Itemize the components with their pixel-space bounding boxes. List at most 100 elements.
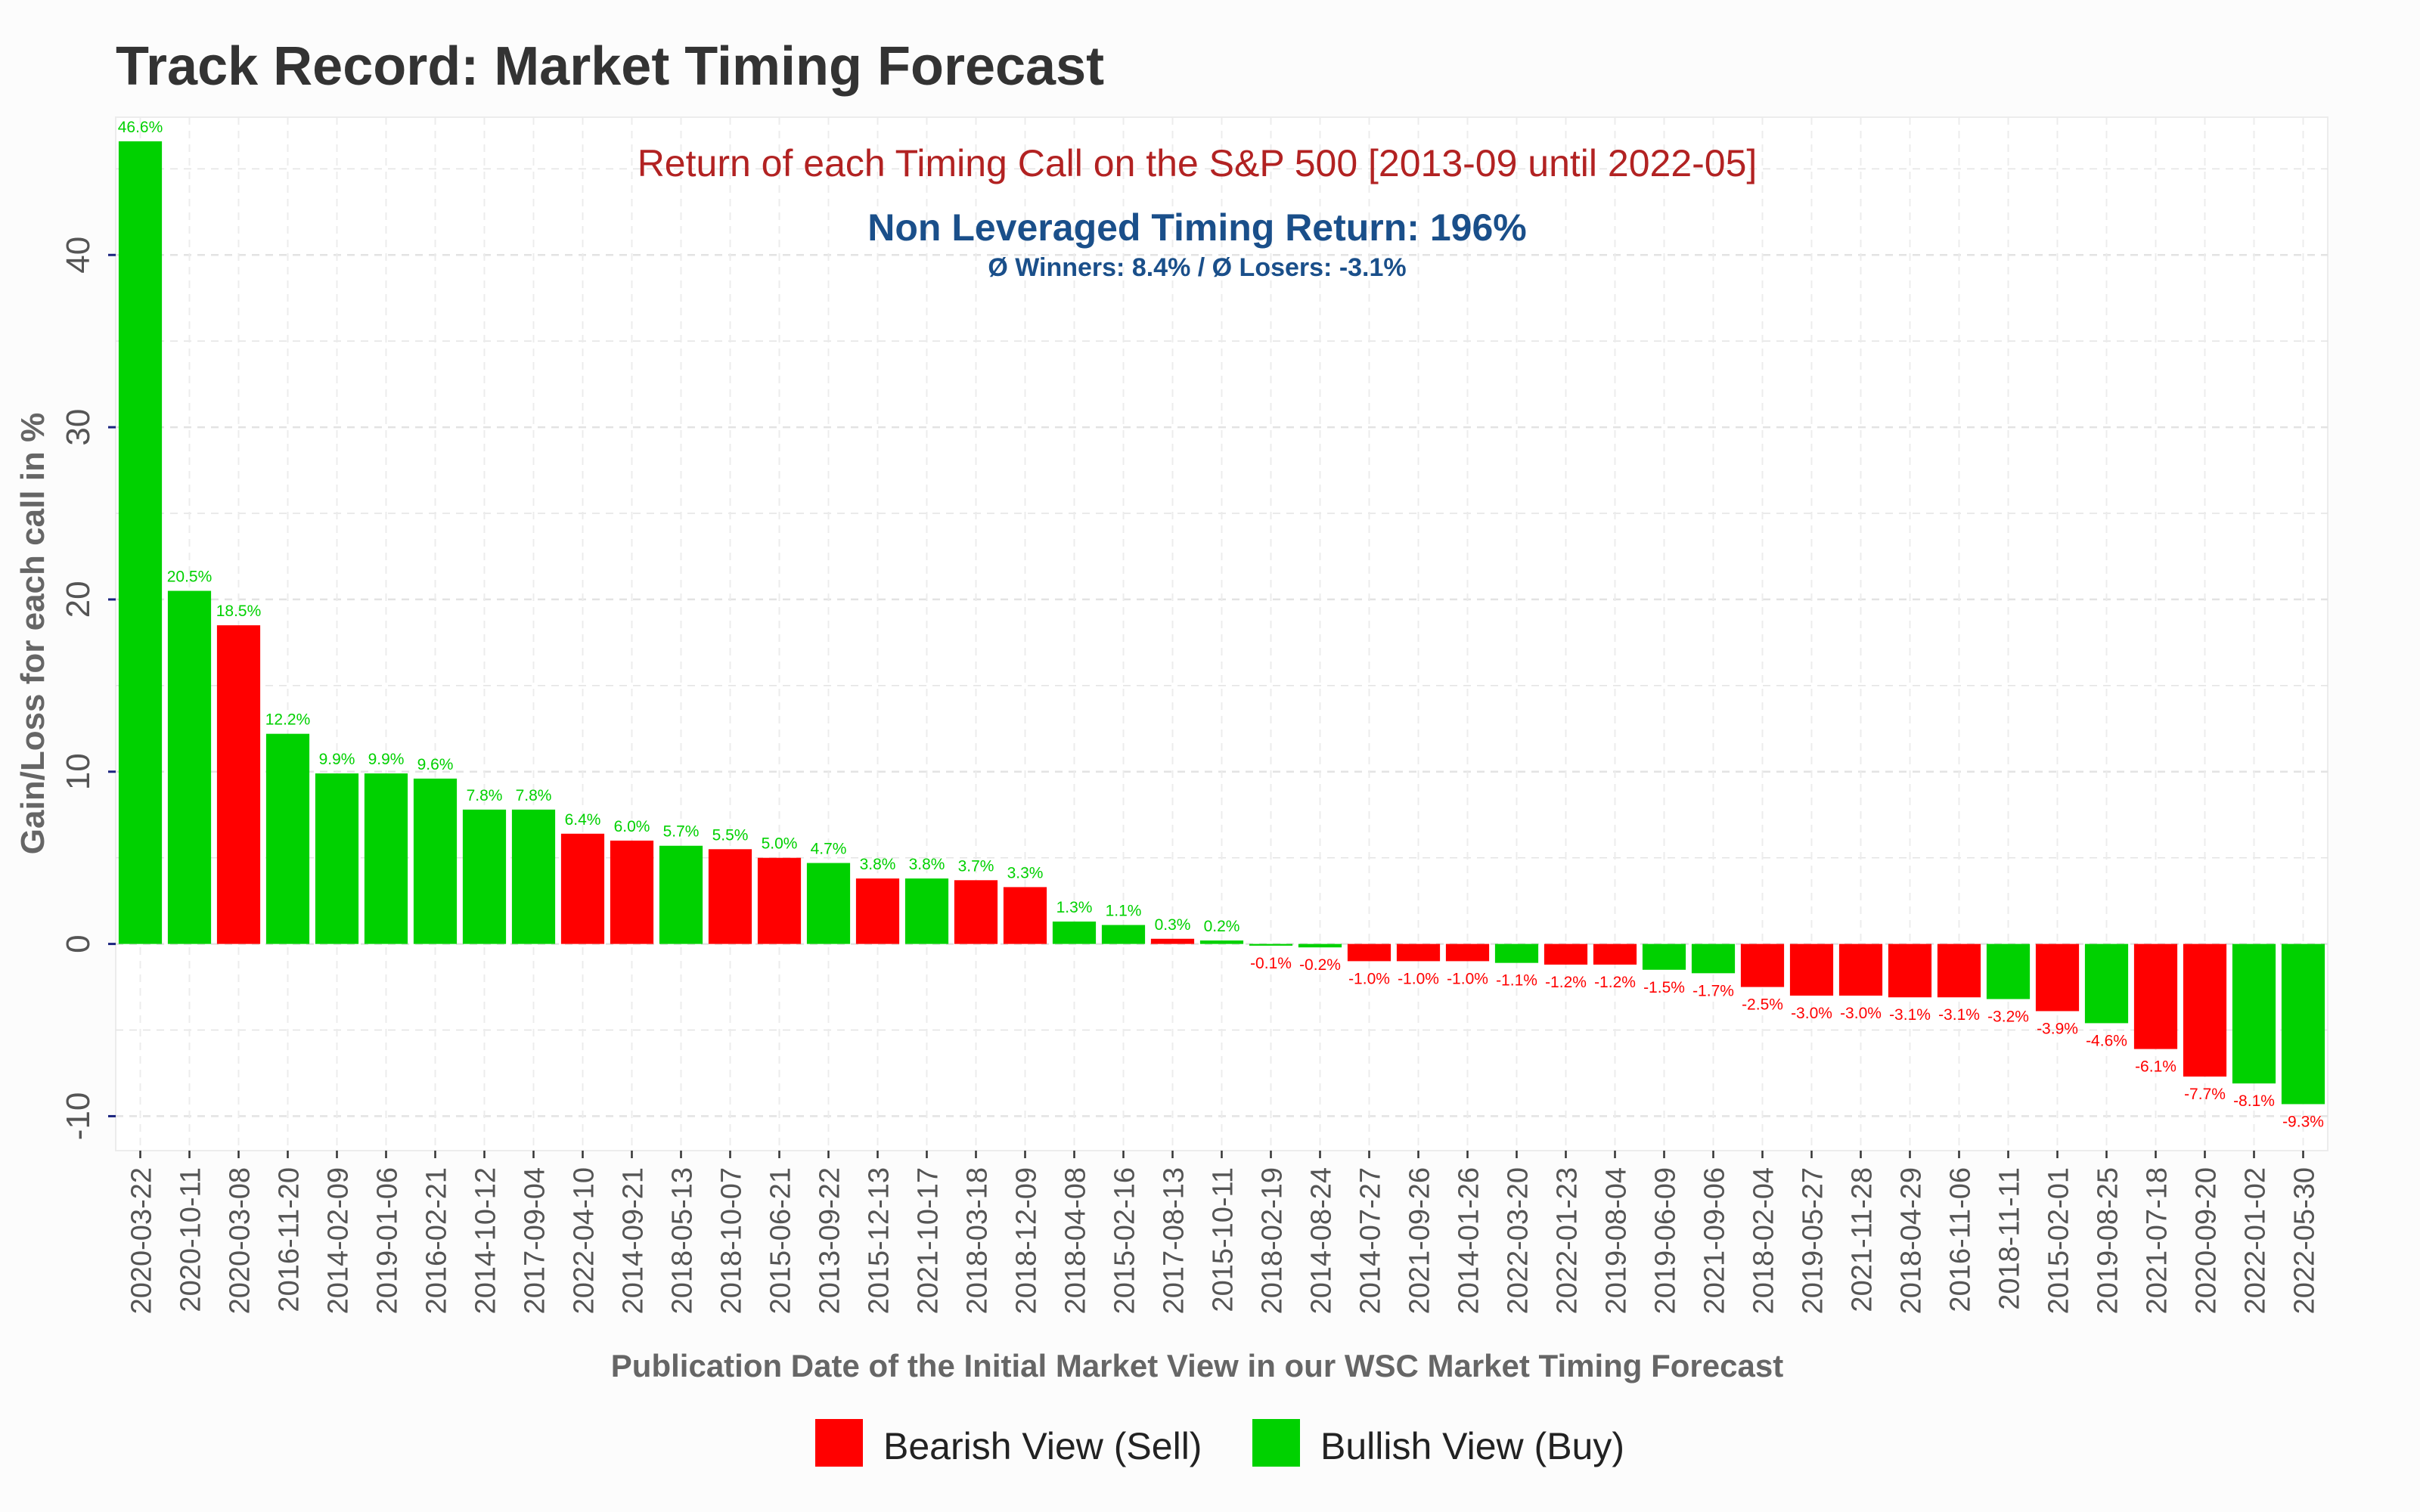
bar-2022-04-10 <box>560 833 605 944</box>
bar-2022-01-02 <box>2232 943 2276 1084</box>
x-tick-label: 2017-09-04 <box>520 1167 551 1314</box>
y-tick-label: -10 <box>60 1092 97 1141</box>
bar-2020-03-08 <box>216 625 261 944</box>
x-tick-label: 2015-02-16 <box>1109 1167 1141 1314</box>
x-tick-label: 2014-09-21 <box>618 1167 650 1314</box>
bar-2021-09-26 <box>1396 943 1441 962</box>
x-tick-label: 2022-05-30 <box>2289 1167 2321 1314</box>
bar-2017-08-13 <box>1150 938 1195 944</box>
data-label: -1.2% <box>1545 974 1587 991</box>
data-label: -1.2% <box>1594 974 1636 991</box>
data-label: 9.6% <box>417 756 454 773</box>
bar-2017-09-04 <box>511 809 556 944</box>
data-label: 6.0% <box>614 818 650 835</box>
x-tick-label: 2018-02-04 <box>1748 1167 1780 1314</box>
data-label: -2.5% <box>1742 996 1783 1014</box>
bar-2014-01-26 <box>1445 943 1490 962</box>
x-tick-label: 2021-09-06 <box>1699 1167 1731 1314</box>
data-label: -3.0% <box>1791 1005 1832 1022</box>
x-tick-label: 2019-08-04 <box>1601 1167 1633 1314</box>
legend-key-bullish <box>1252 1419 1300 1467</box>
bar-2016-11-20 <box>265 733 310 944</box>
bar-2018-11-11 <box>1986 943 2031 999</box>
y-tick-label: 20 <box>60 581 97 618</box>
bar-2019-08-25 <box>2084 943 2129 1024</box>
x-tick-label: 2016-02-21 <box>421 1167 453 1314</box>
summary-return: Non Leveraged Timing Return: 196% <box>867 206 1526 249</box>
bar-2018-02-04 <box>1740 943 1785 987</box>
data-label: -3.1% <box>1938 1006 1980 1024</box>
x-tick-label: 2018-04-08 <box>1060 1167 1092 1314</box>
bar-2018-03-18 <box>954 880 998 944</box>
summary-averages: Ø Winners: 8.4% / Ø Losers: -3.1% <box>988 253 1406 282</box>
legend-key-bearish <box>815 1419 863 1467</box>
x-tick-label: 2018-12-09 <box>1011 1167 1043 1314</box>
x-axis: 2020-03-22 2020-10-11 2020-03-08 2016-11-20… <box>126 1151 2321 1314</box>
x-tick-label: 2022-01-02 <box>2240 1167 2272 1314</box>
data-label: 3.3% <box>1007 864 1044 881</box>
y-axis: -10 0 10 20 30 40 <box>60 237 116 1140</box>
data-label: -3.1% <box>1889 1006 1931 1024</box>
data-label: 1.1% <box>1106 903 1142 920</box>
bars <box>118 141 2325 1105</box>
x-tick-label: 2022-03-20 <box>1503 1167 1534 1314</box>
bar-2018-05-13 <box>659 845 703 944</box>
chart-title: Track Record: Market Timing Forecast <box>116 36 1104 97</box>
bar-2016-11-06 <box>1937 943 1981 998</box>
y-axis-title: Gain/Loss for each call in % <box>14 413 51 854</box>
bar-2018-04-29 <box>1888 943 1932 998</box>
data-label: 4.7% <box>811 841 847 858</box>
bar-2022-01-23 <box>1544 943 1588 965</box>
x-tick-label: 2020-03-08 <box>225 1167 256 1314</box>
data-label: 7.8% <box>516 787 552 804</box>
data-label: 20.5% <box>167 569 213 586</box>
x-tick-label: 2021-10-17 <box>913 1167 945 1314</box>
bar-2014-07-27 <box>1347 943 1392 962</box>
data-label: 12.2% <box>265 711 311 729</box>
x-tick-label: 2014-02-09 <box>323 1167 355 1314</box>
bar-2014-09-21 <box>610 840 654 944</box>
data-label: 9.9% <box>319 751 355 768</box>
chart-subtitle: Return of each Timing Call on the S&P 50… <box>638 142 1758 184</box>
data-label: 5.7% <box>663 823 700 841</box>
data-label: 1.3% <box>1056 899 1093 916</box>
x-tick-label: 2020-03-22 <box>126 1167 158 1314</box>
bar-2015-12-13 <box>855 878 900 944</box>
x-tick-label: 2015-02-01 <box>2043 1167 2075 1314</box>
bar-2021-11-28 <box>1838 943 1883 996</box>
data-label: -1.1% <box>1496 972 1537 990</box>
x-tick-label: 2018-11-11 <box>1994 1167 2026 1310</box>
x-tick-label: 2018-10-07 <box>716 1167 748 1314</box>
x-tick-label: 2014-10-12 <box>470 1167 502 1314</box>
bar-2018-02-19 <box>1249 943 1293 946</box>
x-tick-label: 2019-05-27 <box>1798 1167 1829 1314</box>
x-tick-label: 2016-11-20 <box>274 1167 306 1312</box>
x-tick-label: 2020-09-20 <box>2191 1167 2223 1314</box>
data-label: -7.7% <box>2184 1086 2226 1103</box>
data-label: 6.4% <box>565 811 601 829</box>
x-tick-label: 2018-02-19 <box>1257 1167 1289 1314</box>
x-tick-label: 2022-04-10 <box>569 1167 600 1314</box>
y-tick-label: 30 <box>60 409 97 446</box>
x-axis-title: Publication Date of the Initial Market V… <box>611 1348 1783 1383</box>
x-tick-label: 2019-08-25 <box>2093 1167 2124 1314</box>
bar-2020-09-20 <box>2183 943 2227 1077</box>
bar-2022-05-30 <box>2281 943 2325 1105</box>
data-label: -3.2% <box>1987 1009 2029 1026</box>
bar-2018-12-09 <box>1003 887 1047 944</box>
bar-2014-02-09 <box>315 773 359 944</box>
data-label: 18.5% <box>216 603 262 620</box>
data-label: -1.5% <box>1643 979 1685 996</box>
x-tick-label: 2021-11-28 <box>1847 1167 1879 1312</box>
x-tick-label: 2014-01-26 <box>1454 1167 1485 1314</box>
bar-2015-06-21 <box>757 857 802 944</box>
x-tick-label: 2018-03-18 <box>962 1167 994 1314</box>
data-label: -9.3% <box>2282 1113 2324 1130</box>
bar-2015-10-11 <box>1199 940 1244 944</box>
data-label: -1.7% <box>1692 982 1734 999</box>
x-tick-label: 2021-07-18 <box>2142 1167 2173 1314</box>
bar-2014-08-24 <box>1298 943 1342 948</box>
y-tick-label: 0 <box>60 934 97 953</box>
bar-2020-10-11 <box>167 590 212 944</box>
legend-label-bullish: Bullish View (Buy) <box>1320 1425 1624 1467</box>
